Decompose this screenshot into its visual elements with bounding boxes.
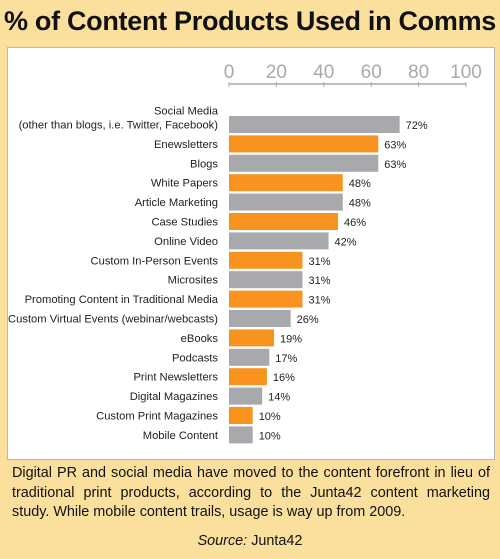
bar: [229, 193, 343, 211]
bar-value-label: 26%: [297, 314, 319, 326]
category-label: Article Marketing: [135, 197, 218, 209]
bar: [229, 174, 343, 192]
bar: [229, 368, 267, 386]
bar-value-label: 17%: [275, 353, 297, 365]
bar-value-label: 10%: [259, 411, 281, 423]
bar-value-label: 42%: [335, 236, 357, 248]
category-label-subtext: (other than blogs, i.e. Twitter, Faceboo…: [19, 120, 219, 132]
bar: [229, 116, 400, 133]
caption-text: Digital PR and social media have moved t…: [12, 465, 490, 520]
bar: [229, 348, 270, 366]
bar: [229, 271, 303, 289]
category-label: Microsites: [168, 275, 219, 287]
bar-value-label: 48%: [349, 178, 371, 190]
x-tick-label: 100: [450, 62, 482, 83]
category-label: Promoting Content in Traditional Media: [25, 294, 219, 306]
source-label: Source:: [197, 533, 248, 549]
bar-value-label: 31%: [308, 256, 330, 268]
x-tick-label: 80: [408, 62, 429, 83]
x-tick-label: 20: [266, 62, 287, 83]
category-label: eBooks: [181, 333, 219, 345]
category-label: Online Video: [154, 236, 218, 248]
category-label: Podcasts: [172, 352, 218, 364]
category-label: Mobile Content: [143, 430, 219, 442]
chart-title: % of Content Products Used in Comms: [3, 6, 497, 36]
bar-chart: 0 20 40 60 80 100 72% Social Media (other than b…: [8, 62, 482, 444]
source-name: Junta42: [251, 533, 303, 549]
category-label: Custom In-Person Events: [91, 255, 219, 267]
bar: [229, 135, 379, 153]
category-label: Enewsletters: [154, 139, 218, 151]
bar-value-label: 48%: [349, 198, 371, 210]
bar: [229, 154, 379, 172]
bar: [229, 310, 291, 327]
bar-value-label: 10%: [259, 430, 281, 442]
bar: [229, 407, 253, 424]
category-label: Custom Virtual Events (webinar/webcasts): [8, 314, 218, 326]
bar: [229, 232, 329, 250]
category-label: Digital Magazines: [130, 391, 219, 403]
bar-value-label: 72%: [406, 120, 428, 132]
category-label: White Papers: [151, 178, 219, 190]
bar: [229, 426, 253, 444]
bar: [229, 387, 263, 405]
x-tick-label: 60: [361, 62, 382, 83]
bar-value-label: 19%: [280, 333, 302, 345]
bar-value-label: 63%: [384, 159, 406, 171]
bar-value-label: 16%: [273, 372, 295, 384]
bar-value-label: 31%: [308, 275, 330, 287]
bar-value-label: 31%: [308, 295, 330, 307]
source-line: Source: Junta42: [0, 533, 500, 549]
category-label: Blogs: [190, 158, 218, 170]
x-tick-label: 40: [313, 62, 334, 83]
bar: [229, 251, 303, 269]
category-label: Print Newsletters: [133, 372, 218, 384]
bar: [229, 329, 275, 347]
category-label: Social Media: [154, 106, 219, 118]
bar: [229, 213, 339, 230]
category-label: Custom Print Magazines: [96, 411, 218, 423]
x-tick-label: 0: [224, 62, 235, 83]
bar: [229, 290, 303, 308]
bar-value-label: 63%: [384, 139, 406, 151]
bar-value-label: 14%: [268, 392, 290, 404]
bar-value-label: 46%: [344, 217, 366, 229]
category-label: Case Studies: [151, 217, 218, 229]
